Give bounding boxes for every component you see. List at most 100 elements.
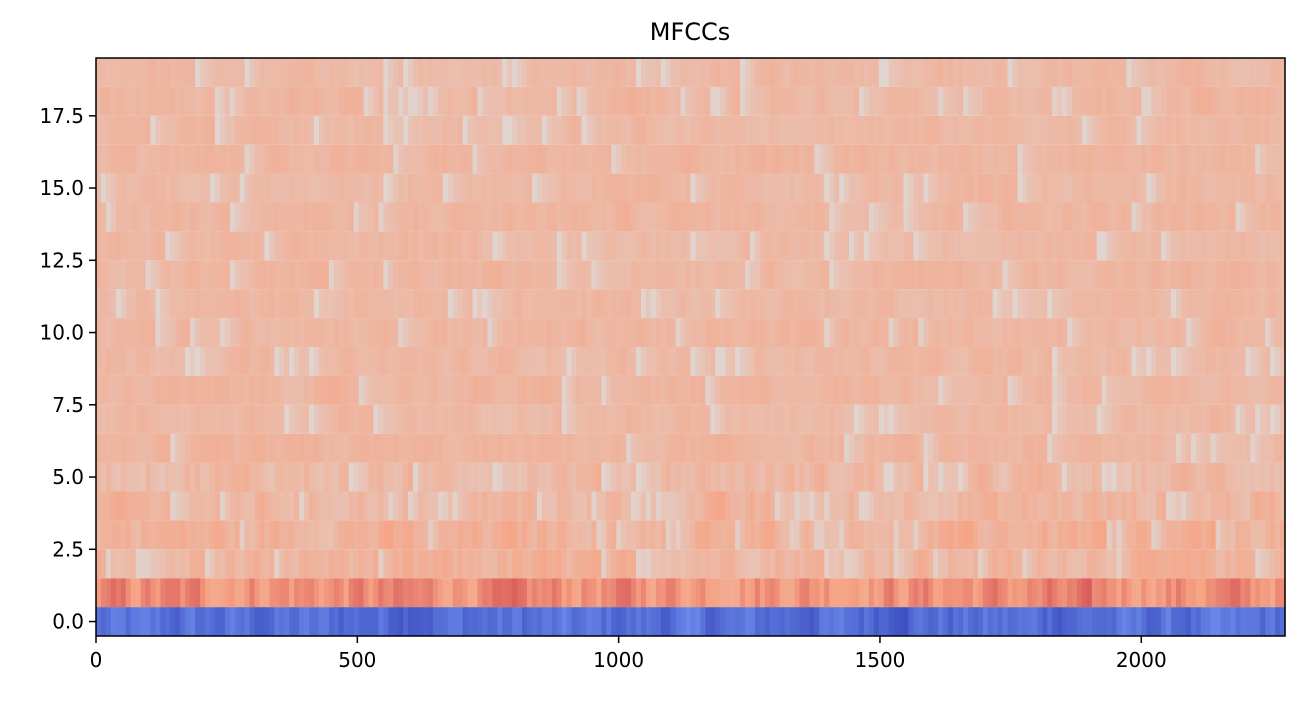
heatmap-cell bbox=[244, 115, 251, 145]
heatmap-cell bbox=[1255, 433, 1261, 463]
heatmap-cell bbox=[987, 375, 994, 405]
heatmap-cell bbox=[1027, 231, 1033, 261]
heatmap-cell bbox=[962, 578, 969, 608]
heatmap-cell bbox=[452, 289, 459, 319]
heatmap-cell bbox=[497, 58, 503, 87]
heatmap-cell bbox=[1037, 86, 1043, 116]
heatmap-cell bbox=[878, 404, 885, 434]
heatmap-cell bbox=[1166, 549, 1172, 579]
heatmap-cell bbox=[1126, 549, 1133, 579]
heatmap-cell bbox=[214, 231, 221, 261]
heatmap-cell bbox=[972, 347, 979, 376]
heatmap-cell bbox=[730, 318, 736, 347]
heatmap-cell bbox=[383, 433, 389, 463]
heatmap-cell bbox=[640, 173, 647, 203]
heatmap-cell bbox=[1136, 86, 1142, 116]
heatmap-cell bbox=[482, 549, 488, 579]
heatmap-cell bbox=[403, 549, 409, 579]
heatmap-cell bbox=[1017, 173, 1024, 203]
heatmap-cell bbox=[413, 607, 419, 636]
heatmap-cell bbox=[1062, 491, 1068, 521]
heatmap-cell bbox=[1171, 173, 1177, 203]
heatmap-cell bbox=[338, 549, 345, 579]
heatmap-cell bbox=[160, 86, 166, 116]
heatmap-cell bbox=[492, 260, 498, 290]
heatmap-cell bbox=[745, 520, 751, 550]
heatmap-cell bbox=[819, 462, 825, 492]
heatmap-cell bbox=[1136, 144, 1142, 174]
heatmap-cell bbox=[685, 289, 692, 319]
heatmap-cell bbox=[313, 520, 320, 550]
heatmap-cell bbox=[933, 58, 939, 87]
heatmap-cell bbox=[868, 462, 875, 492]
heatmap-cell bbox=[1220, 520, 1227, 550]
heatmap-cell bbox=[1071, 549, 1078, 579]
heatmap-cell bbox=[313, 607, 320, 636]
heatmap-cell bbox=[1007, 462, 1014, 492]
heatmap-cell bbox=[318, 578, 325, 608]
heatmap-cell bbox=[730, 202, 736, 232]
heatmap-cell bbox=[814, 115, 820, 145]
heatmap-cell bbox=[1067, 202, 1073, 232]
heatmap-cell bbox=[586, 202, 593, 232]
heatmap-cell bbox=[1012, 58, 1019, 87]
heatmap-cell bbox=[1245, 520, 1251, 550]
heatmap-cell bbox=[378, 375, 384, 405]
heatmap-cell bbox=[660, 144, 667, 174]
heatmap-cell bbox=[581, 144, 588, 174]
heatmap-cell bbox=[1002, 173, 1009, 203]
heatmap-cell bbox=[695, 462, 701, 492]
heatmap-cell bbox=[1260, 347, 1266, 376]
heatmap-cell bbox=[180, 231, 186, 261]
heatmap-cell bbox=[640, 231, 647, 261]
heatmap-cell bbox=[839, 462, 845, 492]
heatmap-cell bbox=[249, 289, 256, 319]
heatmap-cell bbox=[323, 607, 330, 636]
heatmap-cell bbox=[145, 144, 152, 174]
heatmap-cell bbox=[601, 520, 607, 550]
heatmap-cell bbox=[1131, 404, 1137, 434]
heatmap-cell bbox=[586, 144, 593, 174]
heatmap-cell bbox=[447, 491, 454, 521]
heatmap-cell bbox=[1166, 491, 1172, 521]
heatmap-cell bbox=[903, 491, 910, 521]
heatmap-cell bbox=[150, 115, 157, 145]
heatmap-cell bbox=[1086, 173, 1093, 203]
heatmap-cell bbox=[893, 144, 900, 174]
heatmap-cell bbox=[304, 260, 310, 290]
heatmap-cell bbox=[1086, 86, 1093, 116]
heatmap-cell bbox=[814, 289, 820, 319]
heatmap-cell bbox=[1047, 231, 1053, 261]
heatmap-cell bbox=[1250, 347, 1256, 376]
heatmap-cell bbox=[175, 520, 181, 550]
heatmap-cell bbox=[398, 289, 404, 319]
heatmap-cell bbox=[120, 549, 127, 579]
heatmap-cell bbox=[180, 318, 186, 347]
heatmap-cell bbox=[705, 520, 711, 550]
heatmap-cell bbox=[745, 549, 751, 579]
heatmap-cell bbox=[1205, 86, 1212, 116]
heatmap-cell bbox=[675, 491, 682, 521]
heatmap-cell bbox=[1042, 347, 1048, 376]
heatmap-cell bbox=[769, 520, 776, 550]
heatmap-cell bbox=[175, 491, 181, 521]
heatmap-cell bbox=[977, 260, 984, 290]
heatmap-cell bbox=[769, 347, 776, 376]
heatmap-cell bbox=[398, 86, 404, 116]
heatmap-cell bbox=[556, 607, 563, 636]
heatmap-cell bbox=[403, 115, 409, 145]
heatmap-cell bbox=[1101, 173, 1108, 203]
heatmap-cell bbox=[863, 318, 870, 347]
heatmap-cell bbox=[492, 231, 498, 261]
heatmap-cell bbox=[200, 404, 206, 434]
heatmap-cell bbox=[304, 202, 310, 232]
heatmap-cell bbox=[1022, 144, 1028, 174]
heatmap-cell bbox=[1101, 347, 1108, 376]
heatmap-cell bbox=[1280, 578, 1286, 608]
heatmap-cell bbox=[487, 404, 493, 434]
heatmap-cell bbox=[997, 58, 1004, 87]
heatmap-cell bbox=[1012, 578, 1019, 608]
heatmap-cell bbox=[1195, 115, 1202, 145]
heatmap-cell bbox=[784, 318, 791, 347]
heatmap-cell bbox=[527, 491, 533, 521]
